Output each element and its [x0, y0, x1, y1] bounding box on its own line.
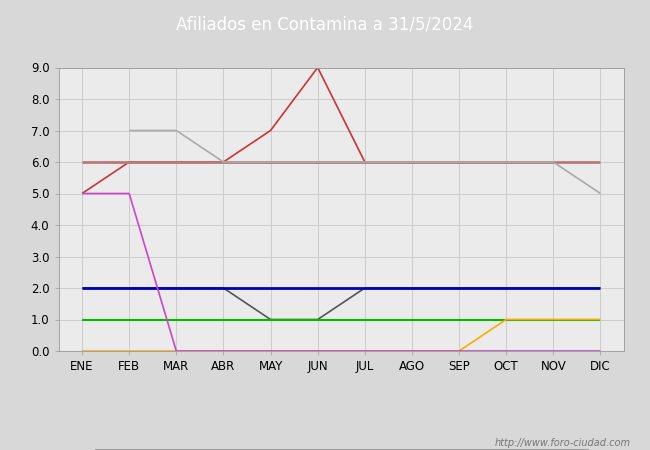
Text: Afiliados en Contamina a 31/5/2024: Afiliados en Contamina a 31/5/2024	[176, 16, 474, 34]
Text: http://www.foro-ciudad.com: http://www.foro-ciudad.com	[495, 438, 630, 448]
Legend: 2024, 2023, 2022, 2021, 2020, 2019, 2018, 2017: 2024, 2023, 2022, 2021, 2020, 2019, 2018…	[94, 449, 589, 450]
